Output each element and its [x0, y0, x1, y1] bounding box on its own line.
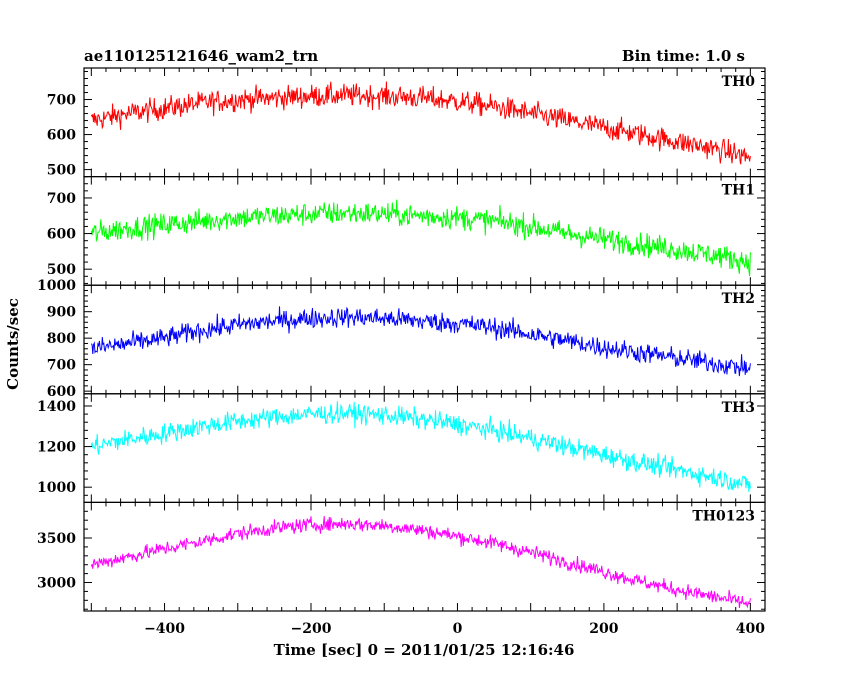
y-tick-label: 1400	[37, 399, 76, 415]
series-trace-th0123	[90, 516, 751, 609]
y-tick-label: 800	[47, 331, 76, 347]
y-tick-label: 600	[47, 128, 76, 144]
series-trace-th2	[90, 306, 751, 377]
y-tick-label: 500	[47, 163, 76, 179]
x-tick-label: −400	[144, 621, 185, 637]
panel-stack: 500 600 700 TH0 500 600 700 TH1 600 700 800 900 1000…	[37, 67, 766, 612]
chart-title: ae110125121646_wam2_trn	[84, 47, 318, 65]
panel-frame	[83, 67, 766, 178]
x-tick-label: 400	[736, 621, 765, 637]
y-tick-label: 900	[47, 305, 76, 321]
panel-label: TH0123	[692, 508, 755, 524]
y-tick-label: 1000	[37, 480, 76, 496]
panel-frame	[83, 393, 766, 503]
chart-subtitle: Bin time: 1.0 s	[622, 47, 745, 65]
y-tick-label: 1000	[37, 278, 76, 294]
panel-th0: 500 600 700 TH0	[47, 67, 766, 179]
y-tick-label: 3000	[37, 576, 76, 592]
panel-th1: 500 600 700 TH1	[47, 176, 766, 286]
x-axis: −400 −200 0 200 400	[144, 621, 765, 637]
y-tick-label: 600	[47, 227, 76, 243]
x-tick-label: −200	[291, 621, 332, 637]
panel-th0123: 3000 3500 TH0123	[37, 501, 766, 612]
series-trace-th0	[90, 81, 751, 165]
y-tick-label: 500	[47, 262, 76, 278]
panel-label: TH3	[722, 400, 755, 416]
panel-th2: 600 700 800 900 1000 TH2	[37, 278, 766, 400]
y-tick-label: 600	[47, 384, 76, 400]
x-tick-label: 200	[589, 621, 618, 637]
y-tick-label: 700	[47, 93, 76, 109]
y-tick-label: 700	[47, 191, 76, 207]
y-axis-label: Counts/sec	[4, 298, 22, 390]
y-tick-label: 3500	[37, 531, 76, 547]
x-tick-label: 0	[453, 621, 463, 637]
panel-label: TH1	[722, 183, 755, 199]
x-axis-label: Time [sec] 0 = 2011/01/25 12:16:46	[274, 641, 575, 659]
panel-th3: 1000 1200 1400 TH3	[37, 393, 766, 503]
panel-frame	[83, 501, 766, 612]
panel-label: TH2	[722, 291, 755, 307]
series-trace-th3	[90, 401, 751, 493]
y-tick-label: 700	[47, 358, 76, 374]
series-trace-th1	[90, 199, 751, 277]
panel-label: TH0	[722, 74, 756, 90]
y-tick-label: 1200	[37, 440, 76, 456]
